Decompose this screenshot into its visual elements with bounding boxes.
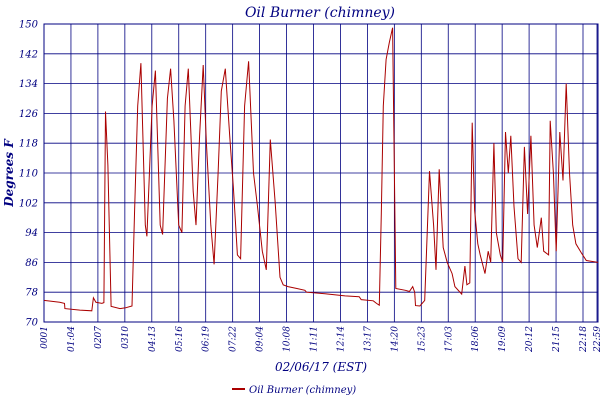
y-tick-label: 126	[19, 109, 39, 120]
x-tick-label: 07:22	[229, 326, 239, 352]
x-tick-label: 0310	[121, 326, 131, 349]
x-tick-label: 0001	[40, 326, 50, 349]
y-tick-label: 86	[25, 258, 38, 269]
x-tick-label: 13:17	[363, 326, 373, 352]
x-tick-label: 18:06	[471, 326, 481, 352]
y-tick-label: 110	[19, 169, 39, 180]
x-tick-label: 17:03	[444, 326, 454, 352]
x-tick-label: 12:14	[336, 326, 346, 352]
legend-entry: Oil Burner (chimney)	[249, 385, 356, 396]
x-tick-label: 11:11	[310, 326, 320, 352]
y-tick-label: 102	[19, 198, 38, 209]
chart-title: Oil Burner (chimney)	[245, 5, 395, 21]
x-tick-labels: 0001 01:04 0207 0310 04:13 05:16 06:19 07:22 09:…	[40, 326, 600, 353]
x-tick-label: 15:23	[417, 326, 427, 352]
y-tick-label: 70	[25, 318, 38, 329]
x-tick-label: 21:15	[552, 326, 562, 353]
x-tick-label: 14:20	[390, 326, 400, 352]
y-tick-label: 94	[25, 228, 38, 239]
x-tick-label: 0207	[94, 326, 104, 349]
x-axis-label: 02/06/17 (EST)	[275, 360, 367, 374]
x-tick-label: 06:19	[202, 326, 212, 352]
y-tick-label: 118	[19, 139, 38, 150]
x-tick-label: 05:16	[175, 326, 185, 352]
x-tick-label: 22:18	[579, 326, 589, 353]
legend: Oil Burner (chimney)	[232, 385, 356, 396]
y-tick-label: 142	[19, 49, 38, 60]
y-tick-label: 78	[25, 288, 38, 299]
x-tick-label: 01:04	[67, 326, 77, 352]
y-axis-label: Degrees F	[2, 138, 16, 208]
x-tick-label: 22:59	[593, 326, 600, 353]
x-tick-label: 19:09	[498, 326, 508, 352]
x-tick-label: 04:13	[148, 326, 158, 352]
x-tick-label: 20:12	[525, 326, 535, 353]
y-tick-label: 134	[19, 79, 38, 90]
x-tick-label: 10:08	[283, 326, 293, 352]
y-tick-label: 150	[19, 20, 39, 31]
y-tick-labels: 70 78 86 94 102 110 118 126 134 142 150	[19, 20, 39, 329]
x-tick-label: 09:04	[256, 326, 266, 352]
series-line-oil-burner	[43, 27, 599, 312]
